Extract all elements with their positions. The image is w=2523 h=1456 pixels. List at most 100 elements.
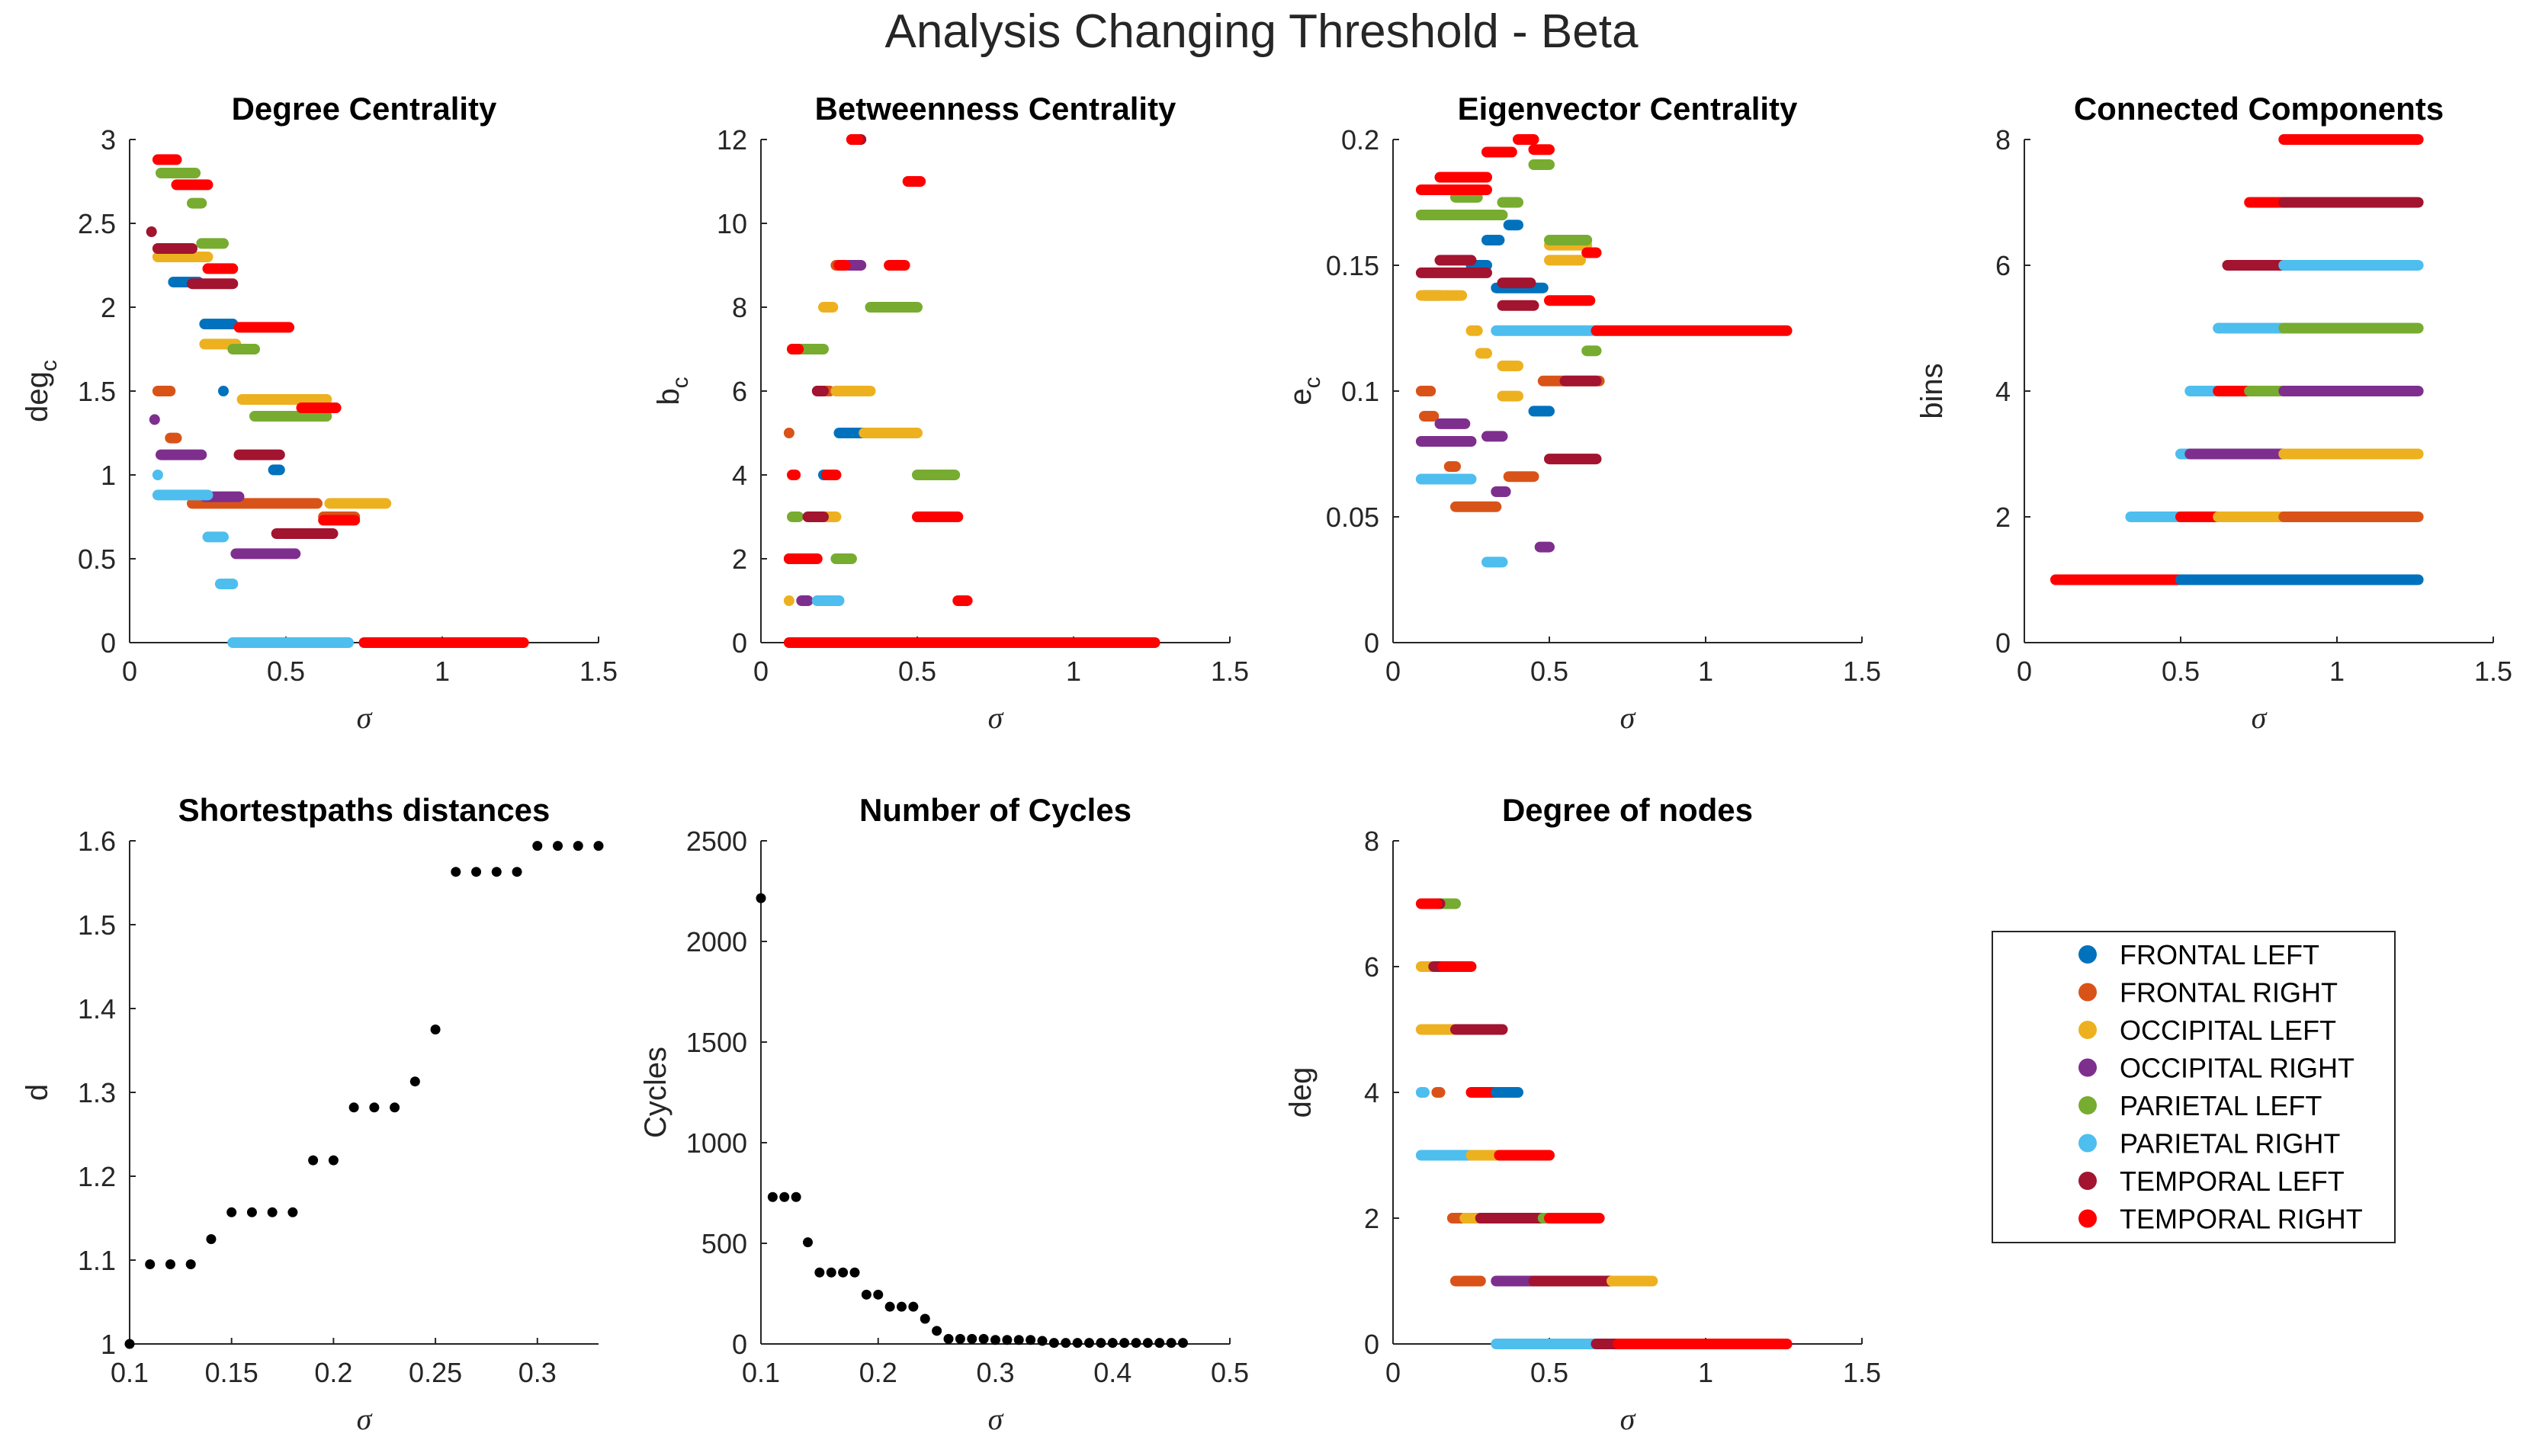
data-segment: [787, 470, 801, 480]
y-tick-label: 2: [1995, 502, 2011, 533]
x-tick-label: 0.25: [409, 1357, 462, 1388]
x-axis-label: σ: [988, 1402, 1004, 1436]
data-point: [553, 841, 563, 851]
data-segment: [1415, 1087, 1430, 1098]
data-segment: [902, 176, 926, 187]
data-segment: [152, 489, 213, 501]
legend-entry: PARIETAL RIGHT: [2078, 1128, 2340, 1159]
legend-box: [1992, 931, 2396, 1243]
legend-label: PARIETAL LEFT: [2120, 1090, 2322, 1121]
data-segment: [218, 386, 229, 396]
data-point: [1061, 1338, 1071, 1349]
data-segment: [2244, 197, 2290, 208]
data-point: [226, 1207, 237, 1217]
legend-label: OCCIPITAL RIGHT: [2120, 1053, 2354, 1084]
x-tick-label: 1: [1066, 656, 1081, 687]
data-point: [967, 1333, 977, 1344]
data-point: [185, 1259, 196, 1269]
y-tick-label: 3: [101, 124, 116, 156]
data-segment: [196, 238, 229, 249]
x-tick-label: 1.5: [1843, 656, 1881, 687]
data-segment: [1613, 1339, 1793, 1349]
data-segment: [152, 386, 176, 396]
data-segment: [1475, 1213, 1555, 1223]
legend-entry: PARIETAL LEFT: [2078, 1090, 2322, 1121]
data-point: [1072, 1338, 1083, 1349]
y-tick-label: 4: [1364, 1077, 1379, 1108]
data-segment: [230, 548, 301, 560]
data-segment: [1434, 418, 1471, 429]
data-point: [1131, 1338, 1141, 1349]
x-tick-label: 1.5: [1843, 1357, 1881, 1388]
data-segment: [1503, 220, 1523, 231]
data-point: [471, 867, 482, 877]
data-point: [328, 1155, 339, 1166]
y-tick-label: 0.05: [1326, 502, 1379, 533]
data-segment: [1481, 431, 1508, 442]
x-tick-label: 1.5: [2474, 656, 2512, 687]
data-segment: [1528, 144, 1555, 156]
chart-title: Shortestpaths distances: [178, 792, 551, 828]
data-segment: [1415, 436, 1477, 447]
data-segment: [783, 637, 1160, 648]
data-segment: [2278, 197, 2424, 208]
x-tick-label: 1.5: [1211, 656, 1249, 687]
legend-entry: FRONTAL RIGHT: [2078, 977, 2338, 1009]
x-axis-label: σ: [988, 701, 1004, 735]
x-tick-label: 0.5: [898, 656, 936, 687]
data-point: [943, 1333, 954, 1344]
legend-marker: [2078, 1209, 2097, 1228]
chart-title: Degree of nodes: [1502, 792, 1753, 828]
data-point: [1107, 1338, 1118, 1349]
y-tick-label: 8: [732, 292, 747, 323]
y-tick-label: 1: [101, 1329, 116, 1360]
legend-label: FRONTAL LEFT: [2120, 939, 2319, 970]
y-tick-label: 0.5: [78, 544, 116, 575]
data-segment: [1415, 1024, 1461, 1035]
data-segment: [1437, 961, 1477, 972]
x-axis-label: σ: [2252, 701, 2268, 735]
data-segment: [1481, 146, 1517, 158]
data-segment: [1415, 210, 1508, 220]
data-segment: [149, 414, 160, 425]
data-segment: [187, 278, 239, 290]
data-point: [348, 1102, 359, 1113]
x-tick-label: 1.5: [579, 656, 618, 687]
data-segment: [830, 386, 876, 396]
data-segment: [1491, 1087, 1523, 1098]
data-point: [838, 1267, 849, 1278]
data-segment: [2125, 512, 2186, 522]
y-tick-label: 1.5: [78, 909, 116, 941]
y-tick-label: 8: [1995, 124, 2011, 156]
data-point: [308, 1155, 319, 1166]
data-segment: [1528, 406, 1555, 417]
y-tick-label: 2.5: [78, 208, 116, 239]
y-tick-label: 1.1: [78, 1245, 116, 1276]
data-segment: [1497, 361, 1523, 371]
x-tick-label: 0.5: [1211, 1357, 1249, 1388]
data-point: [1084, 1338, 1094, 1349]
data-segment: [818, 302, 839, 313]
data-segment: [1497, 197, 1523, 208]
data-segment: [811, 595, 845, 606]
data-segment: [952, 595, 973, 606]
legend-label: FRONTAL RIGHT: [2120, 977, 2338, 1009]
data-segment: [1544, 255, 1586, 266]
data-segment: [1581, 247, 1602, 258]
x-axis-label: σ: [1620, 701, 1636, 735]
y-axis-label: degc: [21, 360, 62, 422]
data-segment: [1450, 501, 1502, 512]
y-tick-label: 1.5: [78, 376, 116, 407]
data-point: [908, 1301, 919, 1312]
data-point: [1154, 1338, 1165, 1349]
data-segment: [1591, 325, 1793, 336]
data-segment: [152, 243, 197, 254]
data-segment: [1497, 300, 1539, 311]
y-axis-label-subscript: c: [668, 377, 693, 388]
data-point: [430, 1025, 441, 1034]
data-segment: [1491, 486, 1511, 497]
data-segment: [2184, 448, 2290, 460]
data-segment: [783, 428, 794, 438]
data-point: [532, 841, 543, 851]
y-tick-label: 4: [732, 460, 747, 491]
